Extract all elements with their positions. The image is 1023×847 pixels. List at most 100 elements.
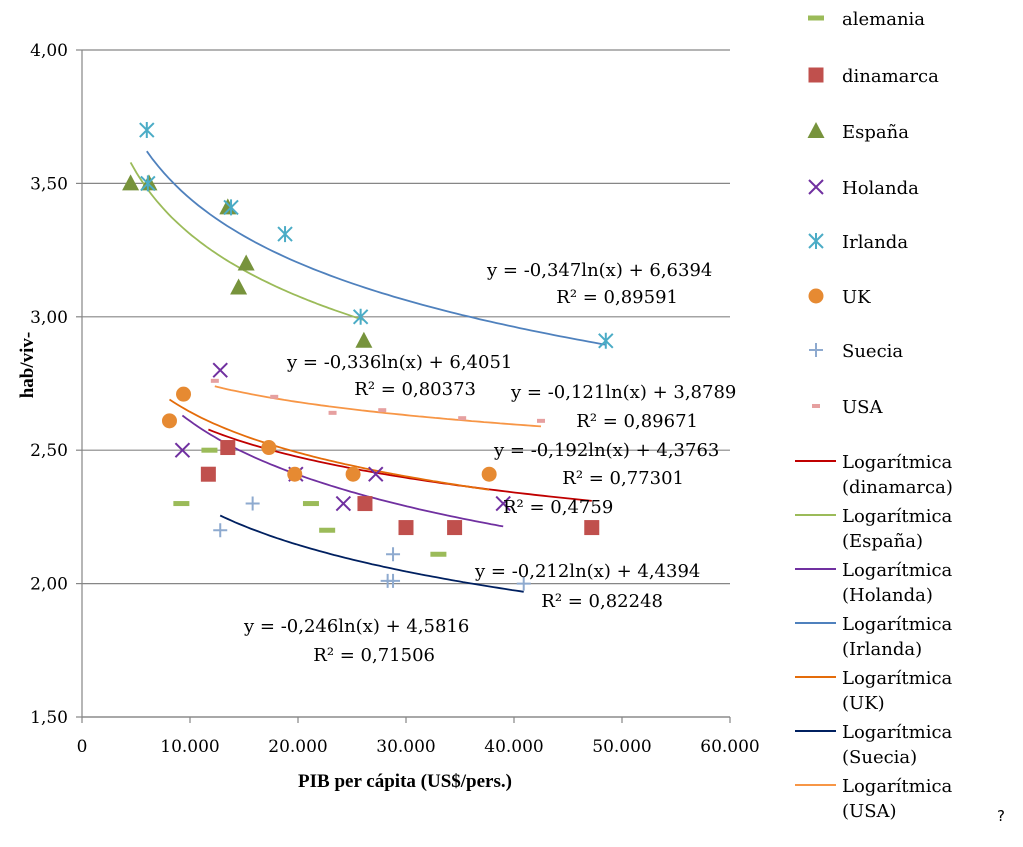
data-point (213, 523, 228, 538)
legend-marker (808, 67, 824, 83)
data-point (495, 495, 511, 512)
data-point (458, 416, 467, 421)
trendline-equation: R² = 0,80373 (354, 379, 476, 400)
data-point (261, 440, 277, 456)
trendline (146, 150, 606, 346)
legend-marker (808, 15, 824, 21)
trendline (181, 414, 504, 528)
trendline-equation: y = -0,212ln(x) + 4,4394 (474, 561, 700, 582)
data-point (319, 527, 336, 533)
trendline-equation: y = -0,246ln(x) + 4,5816 (243, 616, 469, 637)
legend-label: UK (842, 287, 871, 308)
data-point (328, 410, 337, 415)
trendline (129, 161, 365, 321)
trendline (169, 398, 490, 491)
y-tick-label: 2,00 (30, 575, 68, 595)
trendline-equation: R² = 0,71506 (313, 645, 435, 666)
legend-label: Logarítmica (842, 560, 953, 581)
legend-label: Logarítmica (842, 452, 953, 473)
trendline-equation: R² = 0,89591 (556, 287, 678, 308)
data-point (122, 174, 140, 191)
legend-label: (dinamarca) (842, 477, 953, 498)
legend: alemania dinamarca España Holanda Irlanda UK S… (795, 9, 953, 822)
legend-label: alemania (842, 9, 925, 30)
legend-label: Logarítmica (842, 668, 953, 689)
data-point (386, 547, 401, 562)
data-point (345, 466, 361, 482)
data-point (430, 551, 447, 557)
data-point (386, 573, 401, 588)
legend-label: dinamarca (842, 66, 939, 87)
data-point (223, 199, 239, 216)
legend-label: (Holanda) (842, 585, 933, 606)
x-tick-label: 50.000 (592, 737, 651, 757)
data-point (368, 466, 384, 482)
y-tick-label: 2,50 (30, 441, 68, 461)
trendline-equation: y = -0,192ln(x) + 4,3763 (493, 440, 719, 461)
x-tick-label: 10.000 (160, 737, 219, 757)
legend-label: Suecia (842, 341, 903, 362)
axis-layer: 1,50 2,00 2,50 3,00 3,50 4,00 0 10.000 20.000 30.… (30, 41, 760, 757)
data-point (140, 175, 156, 192)
data-point (219, 198, 237, 215)
legend-label: Logarítmica (842, 722, 953, 743)
annotation-layer: y = -0,347ln(x) + 6,6394 R² = 0,89591 y = … (243, 260, 736, 666)
legend-marker (808, 288, 824, 304)
data-point (173, 501, 190, 507)
legend-marker (808, 233, 824, 249)
x-tick-label: 0 (77, 737, 88, 757)
data-point (335, 495, 352, 512)
x-tick-label: 40.000 (484, 737, 543, 757)
legend-label: Holanda (842, 178, 919, 199)
data-point (270, 394, 279, 399)
data-point (287, 466, 303, 482)
x-tick-label: 60.000 (700, 737, 759, 757)
trendline (219, 514, 524, 593)
legend-label: Irlanda (842, 232, 908, 253)
legend-marker (807, 122, 825, 138)
data-point (378, 408, 387, 413)
trendline-equation: y = -0,347ln(x) + 6,6394 (486, 260, 712, 281)
legend-marker (809, 343, 823, 357)
legend-label: Logarítmica (842, 776, 953, 797)
trendline-equation: y = -0,121ln(x) + 3,8789 (510, 382, 736, 403)
data-point-layer (122, 122, 614, 591)
data-point (200, 466, 216, 482)
legend-label: (Suecia) (842, 747, 917, 768)
trendline (214, 385, 542, 428)
data-point (481, 466, 497, 482)
data-point (201, 447, 218, 453)
legend-label: (Irlanda) (842, 639, 922, 660)
y-tick-label: 3,50 (30, 174, 68, 194)
data-point (245, 496, 260, 511)
data-point (398, 520, 414, 536)
data-point (176, 386, 192, 402)
data-point (220, 440, 236, 456)
stray-glyph: ? (997, 807, 1005, 825)
x-tick-label: 30.000 (376, 737, 435, 757)
trendline-layer (129, 150, 606, 593)
legend-label: Logarítmica (842, 614, 953, 635)
x-tick-label: 20.000 (268, 737, 327, 757)
data-point (230, 278, 248, 295)
data-point (352, 308, 369, 325)
legend-label: Logarítmica (842, 506, 953, 527)
data-point (447, 520, 463, 536)
trendline-equation: y = -0,336ln(x) + 6,4051 (286, 352, 512, 373)
data-point (277, 226, 293, 243)
data-point (210, 378, 219, 383)
trendline-equation: R² = 0,89671 (576, 411, 698, 432)
trendline-equation: R² = 0,4759 (503, 497, 613, 518)
legend-label: España (842, 122, 909, 143)
legend-label: (UK) (842, 693, 885, 714)
trendline-equation: R² = 0,82248 (541, 591, 663, 612)
data-point (516, 576, 531, 591)
x-axis-title: PIB per cápita (US$/pers.) (298, 771, 512, 792)
data-point (355, 331, 373, 348)
data-point (174, 442, 191, 458)
legend-marker (812, 404, 820, 408)
trendline-equation: R² = 0,77301 (562, 468, 684, 489)
data-point (237, 254, 255, 271)
